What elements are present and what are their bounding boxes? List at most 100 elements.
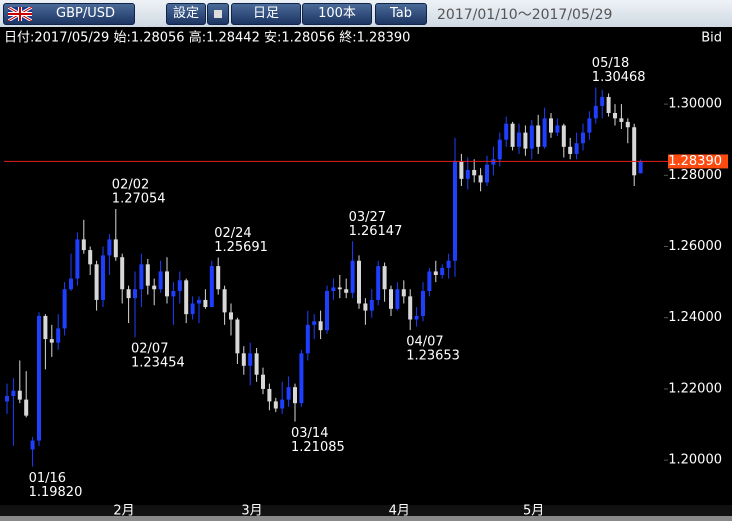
candle-body: [222, 289, 227, 313]
candle-body: [171, 291, 176, 297]
toolbar: GBP/USD 設定 日足 100本 Tab 2017/01/10～2017/0…: [0, 0, 732, 27]
candle-body: [94, 264, 99, 300]
candle-body: [453, 161, 457, 261]
x-tick-label: 3月: [241, 504, 262, 519]
annotation-value: 1.27054: [112, 191, 166, 206]
annotation-value: 1.23454: [131, 356, 185, 371]
candle-body: [248, 353, 253, 366]
candle-body: [209, 266, 214, 308]
annotation-date: 05/18: [592, 56, 629, 71]
candle-body: [325, 291, 329, 331]
pair: GBP/USD: [56, 6, 115, 21]
annotation-date: 02/02: [112, 177, 149, 192]
candle-body: [184, 280, 189, 315]
candle-body: [120, 257, 125, 290]
candle-body: [363, 303, 368, 311]
candle-body: [101, 255, 105, 300]
chart: 日付:2017/05/29 始:1.28056 高:1.28442 安:1.28…: [0, 30, 732, 521]
candle-body: [331, 287, 336, 292]
scrollbar[interactable]: [0, 516, 732, 521]
pair-button[interactable]: GBP/USD: [3, 3, 135, 25]
candle-body: [49, 339, 54, 343]
candle-body: [177, 280, 182, 292]
count-button[interactable]: 100本: [302, 3, 372, 25]
annotation-value: 1.19820: [29, 485, 83, 500]
candle-body: [433, 271, 438, 275]
candle-body: [517, 132, 521, 147]
candle-body: [139, 264, 144, 290]
annotation-date: 02/07: [131, 342, 168, 357]
candle-body: [254, 353, 259, 375]
candle-body: [81, 239, 86, 251]
candle-body: [465, 169, 470, 179]
candle-body: [497, 139, 502, 160]
y-tick-label: 1.26000: [668, 239, 722, 254]
candle-body: [344, 289, 349, 293]
annotation-value: 1.23653: [406, 349, 460, 364]
candle-body: [241, 353, 246, 366]
tab-button[interactable]: Tab: [375, 3, 427, 25]
candle-body: [37, 315, 41, 441]
candle-body: [126, 289, 131, 299]
candle-body: [216, 266, 221, 290]
candle-body: [440, 267, 445, 275]
candle-body: [190, 303, 195, 315]
candle-body: [88, 250, 93, 265]
candle-body: [24, 399, 29, 416]
annotation-date: 01/16: [29, 471, 66, 486]
y-tick-label: 1.28000: [668, 168, 722, 183]
settings-button[interactable]: 設定: [166, 3, 206, 25]
y-tick-label: 1.30000: [668, 97, 722, 112]
candle-body: [421, 291, 425, 316]
annotation-value: 1.21085: [291, 440, 345, 455]
candle-body: [235, 319, 240, 354]
period-button[interactable]: 日足: [231, 3, 301, 25]
candle-body: [203, 299, 208, 308]
price-label-box: [668, 154, 728, 169]
candle-body: [529, 125, 534, 149]
date-range: 2017/01/10～2017/05/29: [437, 7, 613, 23]
candle-body: [593, 105, 598, 119]
candle-body: [113, 239, 118, 258]
candle-body: [401, 289, 406, 297]
candle-body: [587, 118, 592, 133]
candle-body: [395, 289, 400, 309]
candle-body: [408, 296, 413, 320]
candle-body: [299, 353, 304, 404]
candle-body: [542, 118, 547, 147]
candle-body: [11, 390, 16, 397]
candle-body: [5, 396, 9, 402]
candle-body: [382, 266, 387, 290]
icon-button[interactable]: [207, 3, 229, 25]
candle-body: [312, 321, 317, 325]
x-tick-label: 2月: [113, 504, 134, 519]
candle-body: [523, 132, 528, 149]
candle-body: [267, 388, 272, 402]
candle-body: [414, 315, 419, 320]
candle-body: [75, 239, 80, 279]
candle-body: [549, 118, 553, 133]
candle-body: [561, 125, 566, 147]
annotation-date: 03/14: [291, 426, 328, 441]
candle-body: [369, 299, 374, 311]
x-tick-label: 5月: [523, 504, 544, 519]
candle-body: [280, 399, 285, 409]
flag-icon: [8, 7, 32, 21]
candle-body: [56, 328, 61, 343]
candle-body: [510, 123, 515, 147]
y-tick-label: 1.20000: [668, 453, 722, 468]
candle-body: [606, 96, 611, 114]
candle-body: [600, 96, 605, 106]
candle-body: [107, 239, 112, 256]
candle-body: [459, 161, 464, 179]
candle-body: [273, 401, 278, 409]
candle-body: [485, 164, 489, 183]
annotation-value: 1.25691: [214, 240, 268, 255]
candle-body: [337, 287, 342, 290]
annotation-value: 1.26147: [349, 224, 403, 239]
candle-body: [261, 374, 265, 389]
candle-body: [491, 159, 496, 165]
candle-body: [389, 289, 393, 309]
candle-body: [613, 113, 617, 119]
